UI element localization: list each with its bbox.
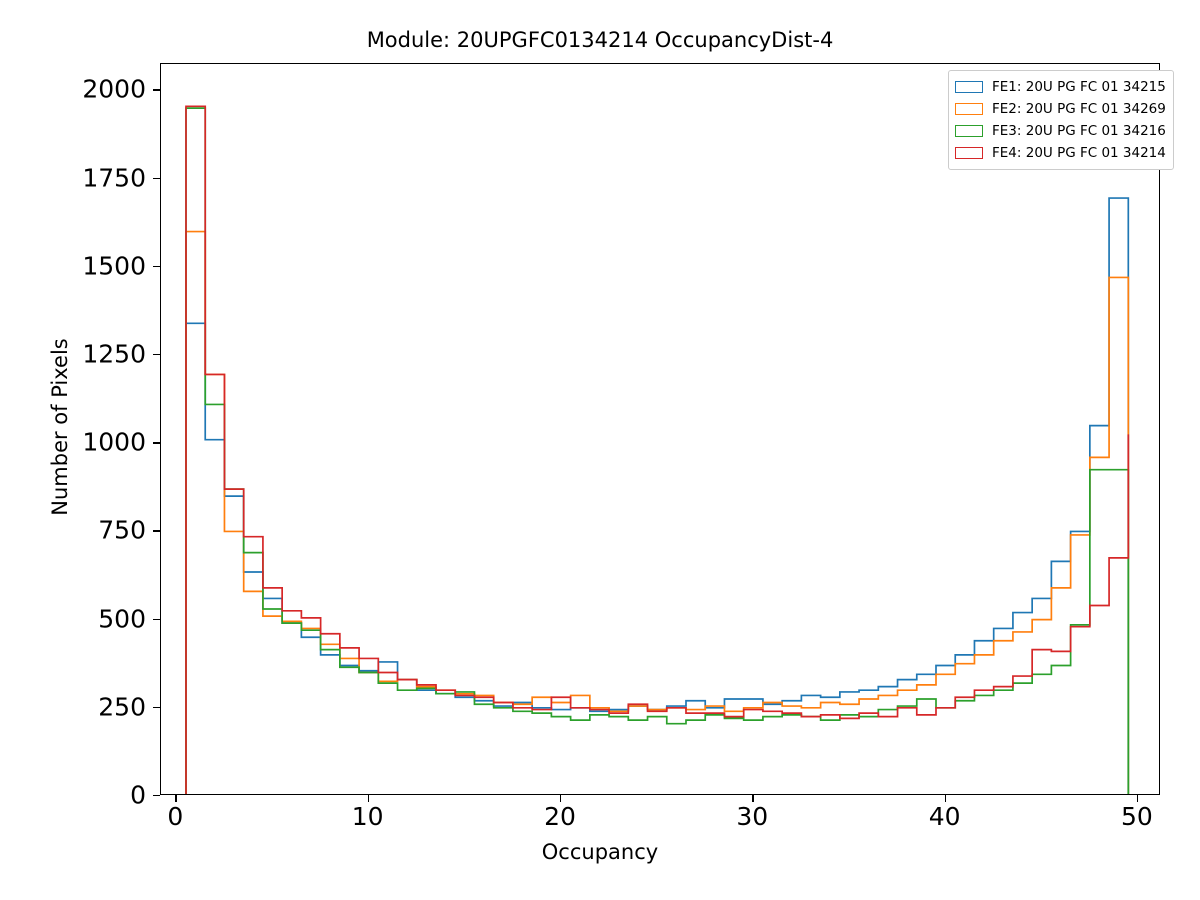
legend-item-label: FE1: 20U PG FC 01 34215 — [992, 79, 1166, 95]
y-tick-label: 1250 — [82, 339, 146, 369]
x-axis-label: Occupancy — [541, 840, 659, 864]
histogram-svg — [185, 105, 1130, 794]
y-tick-label: 2000 — [82, 74, 146, 104]
y-tick-mark — [153, 177, 160, 179]
legend-item-label: FE4: 20U PG FC 01 34214 — [992, 145, 1166, 161]
legend-item-label: FE3: 20U PG FC 01 34216 — [992, 123, 1166, 139]
legend-item-4[interactable]: FE4: 20U PG FC 01 34214 — [955, 142, 1166, 164]
legend-swatch-icon — [955, 103, 983, 115]
y-tick-mark — [153, 618, 160, 620]
y-tick-mark — [153, 706, 160, 709]
series-line-3 — [185, 107, 1130, 794]
legend-swatch-icon — [955, 81, 983, 93]
x-tick-label: 20 — [544, 802, 576, 831]
y-tick-mark — [153, 795, 160, 797]
series-line-4 — [185, 105, 1130, 794]
y-tick-mark — [153, 265, 160, 268]
legend-swatch-icon — [955, 147, 983, 159]
y-tick-label: 750 — [98, 515, 146, 545]
y-tick-label: 1500 — [82, 251, 146, 281]
chart-title: Module: 20UPGFC0134214 OccupancyDist-4 — [366, 28, 834, 52]
x-tick-label: 30 — [736, 802, 769, 831]
x-tick-mark — [175, 795, 177, 802]
x-tick-label: 0 — [167, 802, 184, 831]
legend-item-label: FE2: 20U PG FC 01 34269 — [992, 101, 1166, 117]
x-tick-mark — [944, 795, 946, 802]
y-tick-mark — [153, 530, 160, 532]
x-tick-label: 40 — [928, 802, 961, 831]
legend-item-2[interactable]: FE2: 20U PG FC 01 34269 — [955, 98, 1166, 120]
x-tick-mark — [1136, 795, 1139, 802]
y-tick-mark — [153, 89, 160, 91]
y-tick-label: 500 — [98, 604, 146, 634]
legend: FE1: 20U PG FC 01 34215 FE2: 20U PG FC 01… — [948, 70, 1174, 170]
x-tick-label: 50 — [1121, 802, 1153, 831]
series-line-1 — [185, 197, 1130, 794]
y-tick-label: 1000 — [82, 427, 146, 457]
plot-area — [160, 63, 1160, 795]
y-tick-mark — [153, 354, 160, 356]
legend-item-1[interactable]: FE1: 20U PG FC 01 34215 — [955, 76, 1166, 98]
x-tick-label: 10 — [351, 802, 384, 831]
legend-swatch-icon — [955, 125, 983, 137]
y-tick-mark — [153, 442, 160, 444]
y-tick-label: 0 — [130, 780, 146, 810]
x-tick-mark — [560, 795, 562, 802]
y-tick-label: 250 — [98, 692, 146, 722]
x-tick-mark — [367, 795, 369, 802]
legend-item-3[interactable]: FE3: 20U PG FC 01 34216 — [955, 120, 1166, 142]
y-tick-label: 1750 — [82, 163, 146, 193]
x-tick-mark — [752, 795, 754, 802]
